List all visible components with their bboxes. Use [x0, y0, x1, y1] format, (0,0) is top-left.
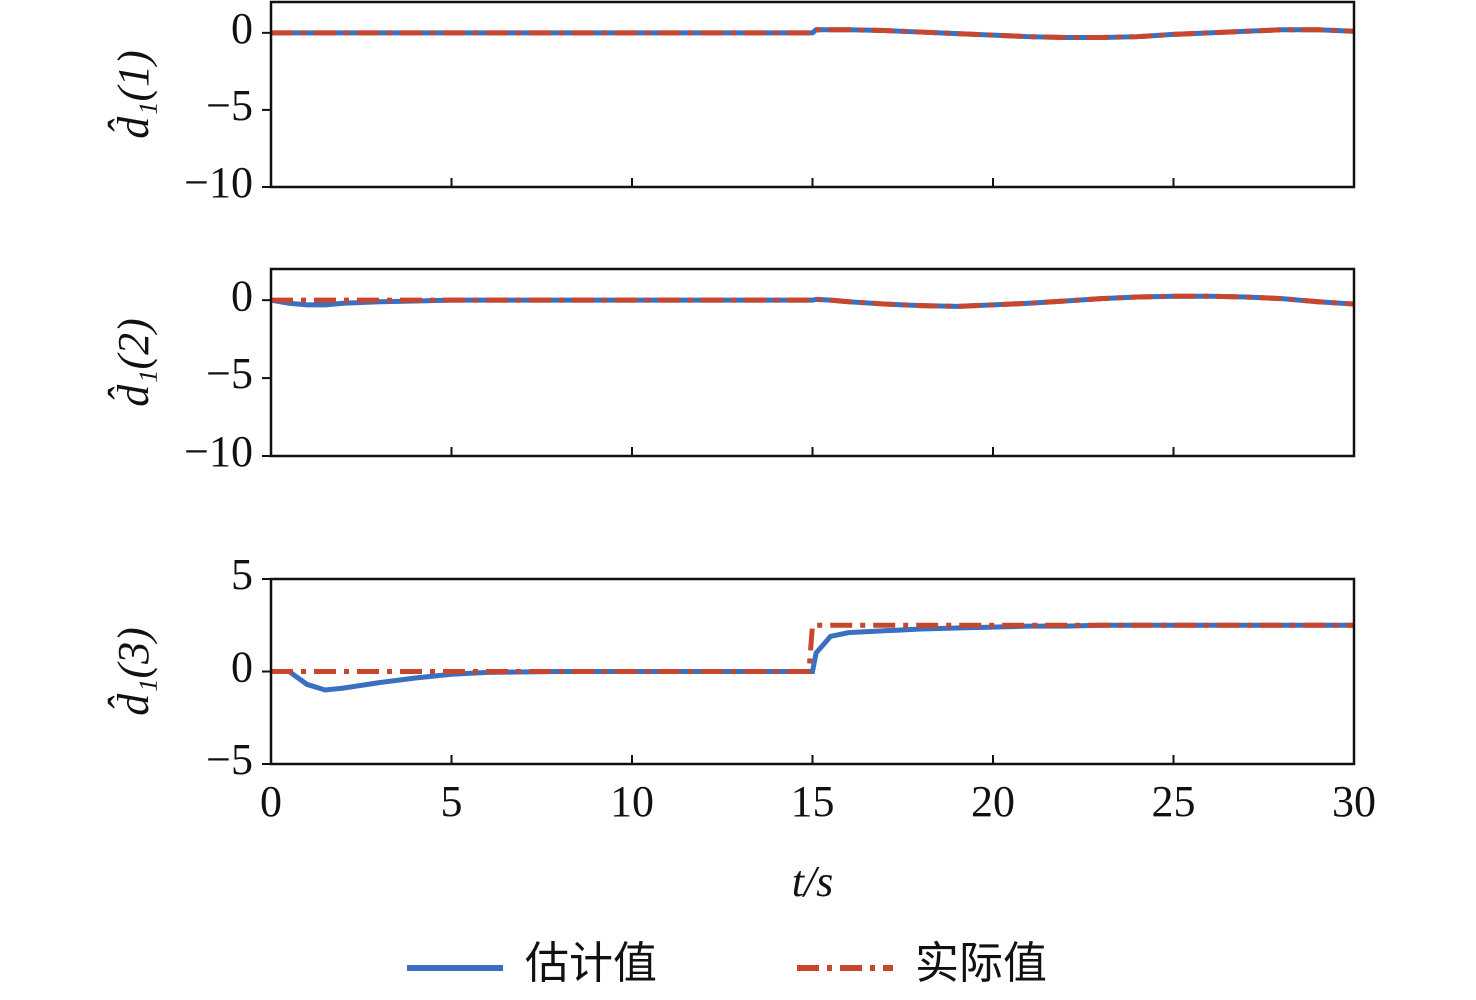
x-tick-label: 25 — [1152, 777, 1196, 826]
plot-frame — [269, 0, 1356, 189]
x-tick-label: 5 — [441, 777, 463, 826]
y-tick-label: 5 — [231, 550, 253, 599]
y-tick-label: −5 — [206, 349, 253, 398]
y-axis-label: d̂₁(3) — [108, 627, 158, 716]
y-axis-label: d̂₁(1) — [108, 50, 158, 139]
series-line — [270, 293, 1355, 309]
x-tick-label: 0 — [260, 777, 282, 826]
y-tick-label: 0 — [231, 643, 253, 692]
x-tick-label: 10 — [610, 777, 654, 826]
y-tick-label: 0 — [231, 4, 253, 53]
plot-frame — [269, 267, 1356, 458]
plot-frame — [269, 577, 1356, 766]
y-axis-label: d̂₁(2) — [108, 318, 158, 407]
x-tick-label: 20 — [971, 777, 1015, 826]
y-tick-label: −5 — [206, 81, 253, 130]
y-tick-label: 0 — [231, 271, 253, 320]
legend-label: 实际值 — [915, 939, 1047, 988]
series-line — [271, 27, 1355, 40]
series-line — [271, 622, 1354, 693]
x-tick-label: 15 — [791, 777, 835, 826]
legend-label: 估计值 — [525, 939, 657, 988]
y-tick-label: −10 — [184, 158, 253, 207]
y-tick-label: −5 — [206, 735, 253, 784]
x-tick-label: 30 — [1332, 777, 1376, 826]
y-tick-label: −10 — [184, 427, 253, 476]
x-axis-label: t/s — [792, 857, 834, 906]
